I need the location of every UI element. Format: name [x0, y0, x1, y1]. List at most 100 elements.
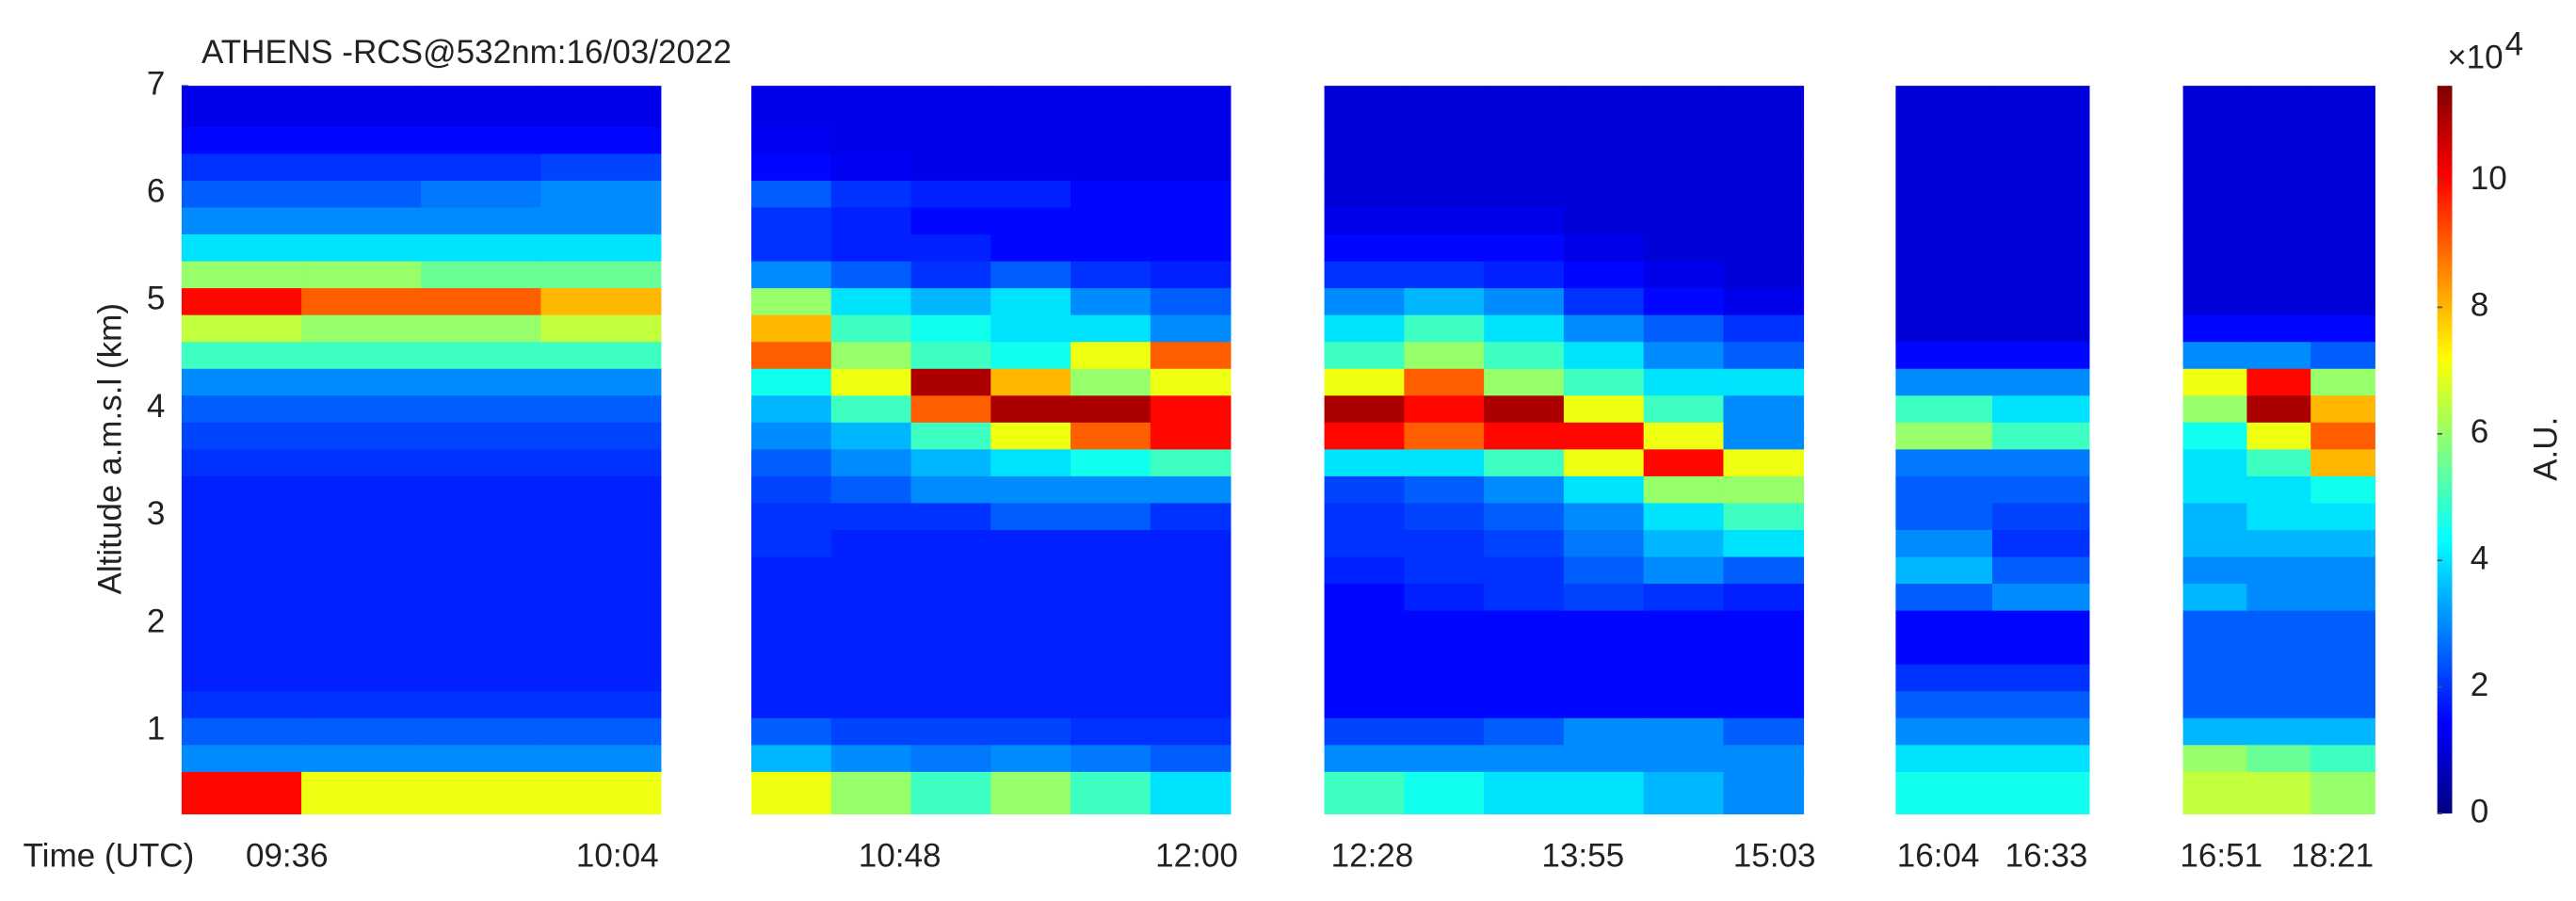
heatmap-cell: [540, 421, 662, 450]
colorbar-label: A.U.: [2527, 417, 2564, 481]
heatmap-cell: [1484, 636, 1565, 665]
heatmap-cell: [1404, 287, 1485, 315]
colorbar-tick-label: 4: [2471, 540, 2489, 577]
colorbar-tick-label: 6: [2471, 413, 2489, 450]
heatmap-cell: [1643, 125, 1725, 154]
heatmap-cell: [2182, 555, 2248, 585]
heatmap-cell: [1404, 260, 1485, 289]
heatmap-cell: [181, 555, 302, 585]
heatmap-cell: [2182, 448, 2248, 476]
heatmap-cell: [2246, 475, 2312, 504]
heatmap-cell: [2246, 744, 2312, 772]
heatmap-cell: [1895, 583, 1993, 611]
heatmap-cell: [421, 716, 542, 746]
heatmap-cell: [1150, 260, 1232, 289]
heatmap-cell: [1992, 475, 2090, 504]
heatmap-cell: [1404, 125, 1485, 154]
heatmap-cell: [2310, 475, 2375, 504]
heatmap-cell: [1723, 771, 1805, 814]
heatmap-cell: [1324, 421, 1406, 450]
heatmap-cell: [751, 367, 832, 396]
heatmap-cell: [910, 636, 992, 665]
heatmap-cell: [2182, 663, 2248, 692]
heatmap-cell: [1723, 636, 1805, 665]
heatmap-cell: [181, 663, 302, 692]
heatmap-cell: [181, 583, 302, 611]
y-tick-label: 7: [147, 65, 166, 102]
heatmap-cell: [1071, 744, 1151, 772]
heatmap-cell: [751, 583, 832, 611]
heatmap-cell: [1992, 367, 2090, 396]
heatmap-cell: [181, 609, 302, 638]
heatmap-cell: [1992, 394, 2090, 423]
heatmap-cell: [1484, 421, 1565, 450]
heatmap-cell: [990, 86, 1071, 127]
heatmap-cell: [910, 583, 992, 611]
heatmap-cell: [2310, 86, 2375, 127]
heatmap-cell: [1643, 314, 1725, 343]
heatmap-cell: [1071, 153, 1151, 181]
heatmap-cell: [540, 367, 662, 396]
heatmap-cell: [421, 744, 542, 772]
heatmap-cell: [751, 555, 832, 585]
heatmap-cell: [830, 367, 912, 396]
heatmap-cell: [1723, 341, 1805, 369]
heatmap-cell: [2246, 153, 2312, 181]
heatmap-cell: [2182, 367, 2248, 396]
heatmap-cell: [2310, 771, 2375, 814]
heatmap-cell: [751, 448, 832, 476]
heatmap-cell: [1324, 125, 1406, 154]
heatmap-cell: [1992, 287, 2090, 315]
heatmap-cell: [1150, 394, 1232, 423]
heatmap-cell: [2310, 555, 2375, 585]
heatmap-cell: [1723, 421, 1805, 450]
heatmap-cell: [1071, 636, 1151, 665]
heatmap-cell: [2310, 367, 2375, 396]
heatmap-cell: [830, 448, 912, 476]
heatmap-cell: [1563, 341, 1645, 369]
heatmap-cell: [1563, 125, 1645, 154]
heatmap-cell: [2310, 233, 2375, 262]
heatmap-cell: [301, 716, 423, 746]
heatmap-cell: [2182, 529, 2248, 557]
x-tick-label: 10:48: [859, 838, 942, 875]
heatmap-cell: [910, 206, 992, 235]
heatmap-cell: [1723, 180, 1805, 208]
heatmap-cell: [830, 690, 912, 718]
x-tick-label: 12:28: [1331, 838, 1414, 875]
heatmap-cell: [421, 421, 542, 450]
heatmap-cell: [1484, 716, 1565, 746]
heatmap-cell: [1071, 233, 1151, 262]
heatmap-cell: [1992, 421, 2090, 450]
heatmap-cell: [540, 502, 662, 530]
heatmap-cell: [1643, 771, 1725, 814]
heatmap-cell: [421, 771, 542, 814]
heatmap-cell: [181, 86, 302, 127]
heatmap-cell: [2246, 771, 2312, 814]
heatmap-cell: [830, 287, 912, 315]
heatmap-cell: [2310, 153, 2375, 181]
colorbar-tick-label: 10: [2471, 160, 2507, 197]
heatmap-cell: [1071, 421, 1151, 450]
heatmap-cell: [1895, 475, 1993, 504]
heatmap-cell: [1723, 609, 1805, 638]
heatmap-cell: [1992, 502, 2090, 530]
heatmap-cell: [1992, 716, 2090, 746]
heatmap-cell: [1071, 555, 1151, 585]
heatmap-cell: [1895, 153, 1993, 181]
heatmap-cell: [1071, 394, 1151, 423]
heatmap-cell: [2310, 125, 2375, 154]
heatmap-cell: [1895, 233, 1993, 262]
heatmap-cell: [301, 153, 423, 181]
heatmap-cell: [1563, 287, 1645, 315]
heatmap-cell: [2182, 744, 2248, 772]
heatmap-cell: [301, 314, 423, 343]
heatmap-cell: [1992, 529, 2090, 557]
heatmap-cell: [1484, 690, 1565, 718]
heatmap-cell: [1484, 448, 1565, 476]
heatmap-cell: [1992, 448, 2090, 476]
heatmap-cell: [181, 233, 302, 262]
heatmap-cell: [1404, 609, 1485, 638]
heatmap-cell: [1484, 287, 1565, 315]
